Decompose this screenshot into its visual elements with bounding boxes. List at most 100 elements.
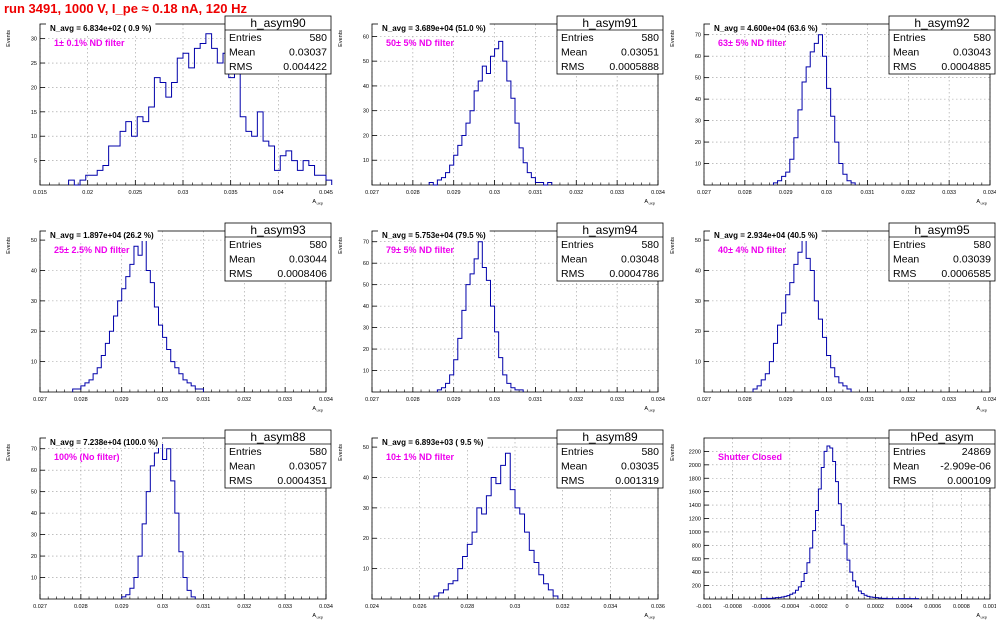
x-tick-label: 0.03 (510, 604, 521, 610)
x-tick-label: 0.031 (197, 397, 211, 403)
histogram-panel: 0.027 0.028 0.029 0.03 0.031 0.032 0.033 0.034 1… (338, 222, 665, 413)
x-axis-title-subscript: uxp (649, 615, 656, 620)
navg-box (710, 230, 822, 241)
y-tick-label: 20 (31, 329, 37, 335)
navg-box (710, 23, 822, 34)
stats-label: Entries (561, 446, 594, 458)
navg-box (378, 437, 488, 448)
histogram-name: hPed_asym (910, 430, 973, 444)
x-tick-label: 0.028 (738, 190, 752, 196)
filter-annotation: 25± 2.5% ND filter (54, 245, 130, 255)
x-tick-label: 0.034 (603, 604, 617, 610)
stats-value: 0.000109 (947, 475, 991, 487)
x-tick-label: 0.032 (901, 397, 915, 403)
stats-value: 0.03044 (289, 254, 327, 266)
plot-frame (39, 437, 327, 600)
stats-box (888, 222, 996, 282)
stats-label: RMS (893, 268, 916, 280)
histogram-panel: 0.027 0.028 0.029 0.03 0.031 0.032 0.033 0.034 1… (6, 222, 333, 413)
y-tick-label: 70 (31, 447, 37, 453)
x-axis-title: A (312, 613, 316, 619)
x-axis-title: A (312, 199, 316, 205)
x-tick-label: -0.0004 (780, 604, 799, 610)
stats-value: 0.0004351 (277, 475, 327, 487)
x-axis-title-subscript: uxp (317, 201, 324, 206)
x-tick-label: -0.0008 (723, 604, 742, 610)
y-tick-label: 400 (692, 570, 701, 576)
y-tick-label: 30 (695, 119, 701, 125)
histogram-bars (428, 40, 553, 186)
x-tick-label: 0.032 (569, 190, 583, 196)
x-tick-label: 0.045 (319, 190, 333, 196)
histogram-name: h_asym92 (914, 16, 970, 30)
y-axis-title: Events (6, 444, 12, 461)
histogram-panel: 0.015 0.02 0.025 0.03 0.035 0.04 0.045 5 10 15 20 2… (6, 15, 333, 206)
y-tick-label: 60 (31, 468, 37, 474)
y-tick-label: 600 (692, 557, 701, 563)
histogram-panel: 0.027 0.028 0.029 0.03 0.031 0.032 0.033 0.034 1… (6, 429, 333, 620)
stats-label: Mean (561, 461, 587, 473)
y-tick-label: 50 (31, 238, 37, 244)
y-tick-label: 40 (363, 475, 369, 481)
stats-value: 0.0005888 (609, 61, 659, 73)
filter-annotation: 50± 5% ND filter (386, 38, 454, 48)
y-tick-label: 30 (363, 109, 369, 115)
navg-label: N_avg = 5.753e+04 (79.5 %) (382, 231, 486, 240)
x-tick-label: 0.035 (224, 190, 238, 196)
y-tick-label: 200 (692, 584, 701, 590)
filter-annotation: 79± 5% ND filter (386, 245, 454, 255)
stats-value: -2.909e-06 (940, 461, 991, 473)
x-tick-label: 0.03 (178, 190, 189, 196)
y-tick-label: 20 (695, 329, 701, 335)
stats-label: Entries (561, 32, 594, 44)
x-tick-label: 0.028 (406, 190, 420, 196)
histogram-bars (433, 452, 559, 599)
stats-value: 580 (309, 32, 327, 44)
x-tick-label: 0.034 (983, 397, 996, 403)
y-tick-label: 10 (695, 162, 701, 168)
y-tick-label: 1400 (689, 503, 701, 509)
navg-label: N_avg = 6.893e+03 ( 9.5 %) (382, 438, 484, 447)
x-tick-label: 0.028 (74, 604, 88, 610)
y-tick-label: 40 (695, 268, 701, 274)
x-tick-label: 0.027 (365, 190, 379, 196)
histogram-bars (121, 443, 196, 599)
x-tick-label: -0.001 (696, 604, 712, 610)
stats-label: RMS (229, 475, 252, 487)
stats-value: 24869 (962, 446, 991, 458)
plot-frame (371, 230, 659, 393)
navg-label: N_avg = 3.689e+04 (51.0 %) (382, 24, 486, 33)
stats-value: 580 (973, 239, 991, 251)
x-tick-label: 0.03 (821, 397, 832, 403)
x-tick-label: 0.028 (738, 397, 752, 403)
stats-value: 0.03051 (621, 47, 659, 59)
navg-label: N_avg = 2.934e+04 (40.5 %) (714, 231, 818, 240)
x-tick-label: 0.027 (365, 397, 379, 403)
stats-box (888, 15, 996, 75)
x-tick-label: 0.036 (651, 604, 665, 610)
x-tick-label: 0.033 (610, 397, 624, 403)
x-tick-label: 0.027 (33, 397, 47, 403)
x-tick-label: 0.028 (74, 397, 88, 403)
stats-value: 0.0006585 (941, 268, 991, 280)
y-tick-label: 1800 (689, 476, 701, 482)
histogram-bars (772, 34, 856, 185)
histogram-panel: 0.027 0.028 0.029 0.03 0.031 0.032 0.033 0.034 1… (670, 222, 996, 413)
y-tick-label: 5 (34, 159, 37, 165)
stats-box (556, 222, 664, 282)
stats-label: Mean (229, 254, 255, 266)
stats-box (888, 429, 996, 489)
x-axis-title-subscript: uxp (981, 615, 988, 620)
x-tick-label: 0.027 (697, 190, 711, 196)
x-tick-label: -0.0006 (752, 604, 771, 610)
x-tick-label: 0.027 (697, 397, 711, 403)
x-tick-label: 0.029 (447, 190, 461, 196)
x-tick-label: 0.03 (489, 190, 500, 196)
stats-label: Entries (561, 239, 594, 251)
y-tick-label: 2000 (689, 463, 701, 469)
x-tick-label: 0.0002 (867, 604, 884, 610)
x-tick-label: 0.0008 (953, 604, 970, 610)
y-tick-label: 30 (363, 326, 369, 332)
stats-value: 0.0004885 (941, 61, 991, 73)
stats-box (556, 429, 664, 489)
